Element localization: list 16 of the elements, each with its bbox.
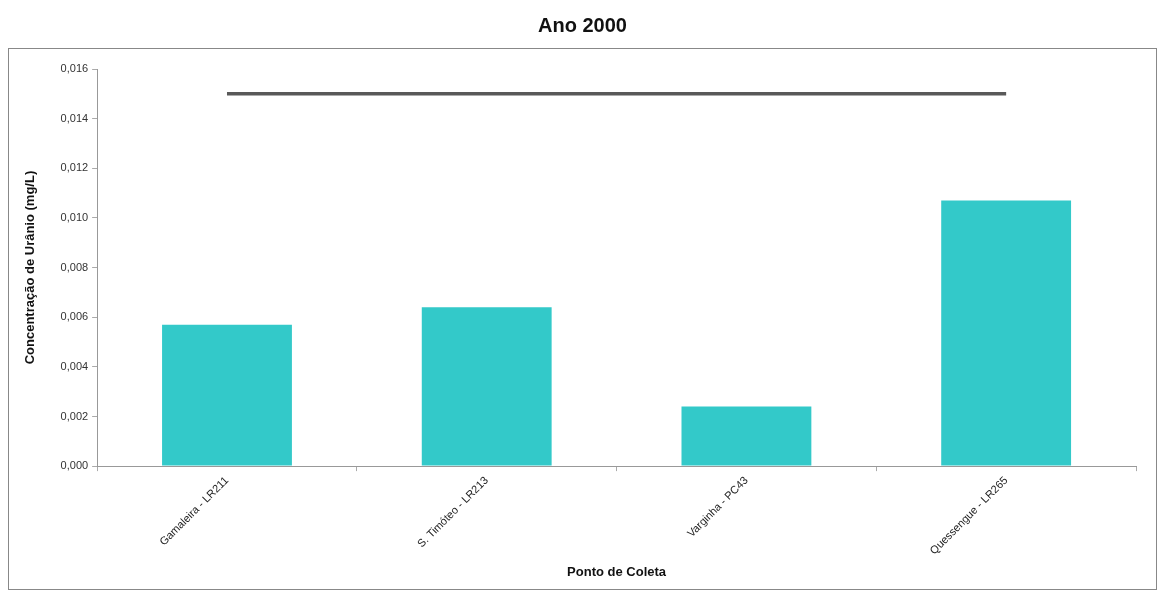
y-tick-label: 0,006 bbox=[60, 310, 89, 323]
bar bbox=[162, 324, 292, 466]
bar bbox=[681, 406, 812, 466]
y-tick-label: 0,010 bbox=[60, 210, 89, 223]
y-tick-label: 0,014 bbox=[60, 111, 89, 124]
y-tick-label: 0,016 bbox=[60, 62, 89, 75]
y-tick-label: 0,002 bbox=[60, 409, 89, 422]
x-axis-title: Ponto de Coleta bbox=[567, 563, 667, 579]
bar bbox=[941, 200, 1072, 466]
y-tick-label: 0,008 bbox=[60, 260, 89, 273]
y-tick-label: 0,000 bbox=[60, 459, 89, 472]
y-tick-label: 0,004 bbox=[60, 359, 89, 372]
bar bbox=[421, 307, 552, 466]
y-axis-title: Concentração de Urânio (mg/L) bbox=[22, 170, 38, 365]
chart-title: Ano 2000 bbox=[537, 13, 628, 38]
y-tick-label: 0,012 bbox=[60, 161, 89, 174]
